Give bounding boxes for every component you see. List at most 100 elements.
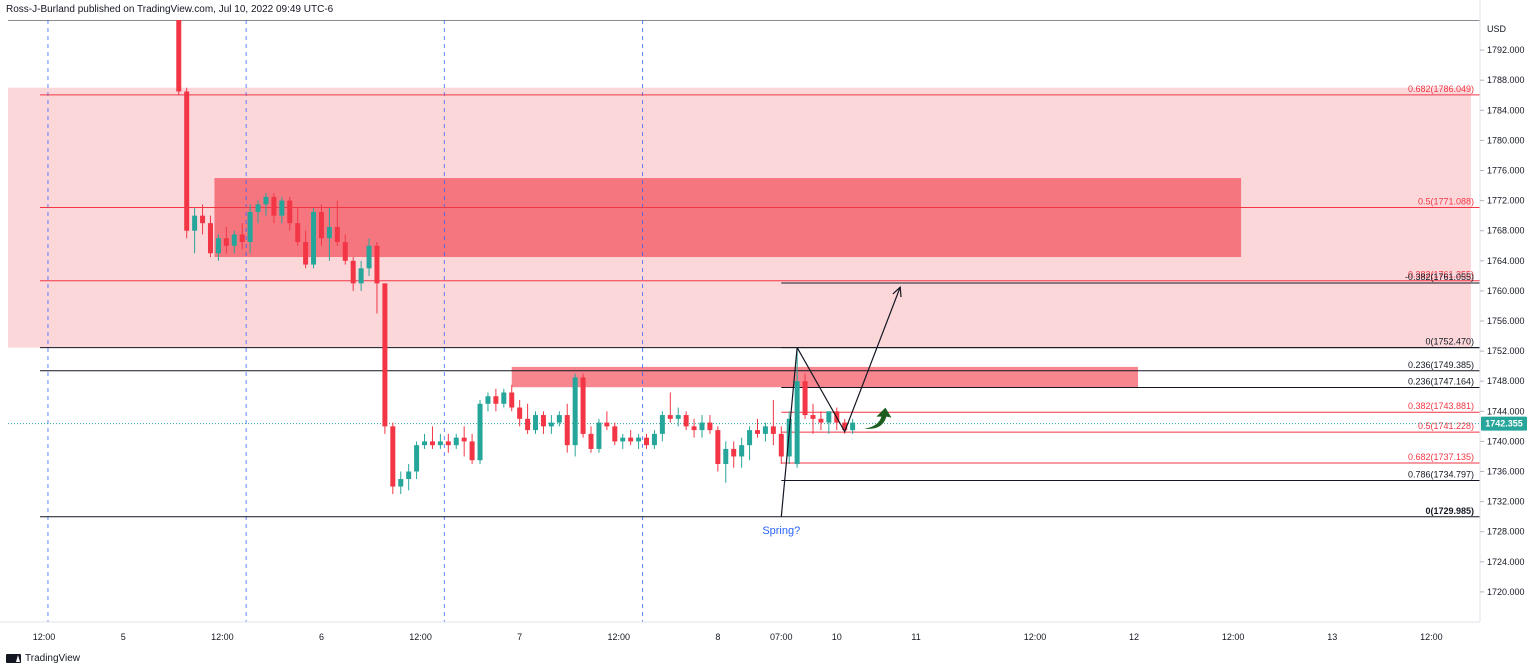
y-tick-label: 1756.000 — [1487, 316, 1525, 326]
x-tick-label: 12:00 — [1024, 632, 1047, 642]
candle — [437, 433, 443, 449]
lower-fib-level-label: 0.5(1741.228) — [1418, 421, 1474, 431]
candle-body — [723, 448, 729, 464]
candle-body — [287, 200, 293, 224]
x-tick-label: 13 — [1327, 632, 1337, 642]
x-tick-label: 12:00 — [211, 632, 234, 642]
candle-body — [358, 268, 364, 284]
candle — [707, 415, 713, 434]
y-tick-label: 1768.000 — [1487, 226, 1525, 236]
candle-body — [517, 407, 523, 419]
candle-body — [453, 437, 459, 446]
y-tick-label: 1724.000 — [1487, 557, 1525, 567]
candle — [184, 87, 190, 239]
candle — [247, 204, 253, 254]
candle — [620, 433, 626, 449]
candle — [414, 441, 420, 480]
candle — [342, 234, 348, 265]
candle — [207, 215, 213, 258]
candle-body — [699, 422, 705, 431]
x-tick-label: 07:00 — [770, 632, 793, 642]
lower-fib-level-label: 0(1729.985) — [1425, 506, 1474, 516]
candle — [715, 426, 721, 472]
y-tick-label: 1732.000 — [1487, 497, 1525, 507]
candle-body — [620, 437, 626, 442]
candle-body — [755, 430, 760, 434]
candle-body — [366, 245, 372, 269]
upper-fib-level-label: 0.5(1771.088) — [1418, 196, 1474, 206]
candle — [382, 283, 388, 434]
candle-body — [778, 433, 784, 457]
candle — [778, 426, 784, 464]
candle — [691, 418, 697, 438]
candle-body — [525, 418, 531, 431]
candle — [802, 373, 808, 419]
lower-fib-level-label: -0.382(1761.055) — [1405, 272, 1474, 282]
candle — [231, 230, 237, 254]
candle-body — [318, 211, 324, 239]
y-tick-label: 1720.000 — [1487, 587, 1525, 597]
candle — [588, 426, 594, 453]
candle — [279, 196, 285, 224]
x-tick-label: 12:00 — [409, 632, 432, 642]
candle-body — [342, 241, 348, 261]
candle — [192, 208, 198, 254]
y-tick-label: 1792.000 — [1487, 45, 1525, 55]
candle-body — [279, 200, 285, 216]
candle — [445, 433, 451, 453]
candle-body — [477, 403, 483, 461]
candle-body — [667, 415, 673, 419]
candle — [239, 223, 245, 250]
candle-body — [739, 445, 745, 457]
x-tick-label: 6 — [319, 632, 324, 642]
projection-path — [796, 286, 901, 434]
candle — [406, 463, 412, 491]
candle — [850, 418, 856, 434]
candle-body — [231, 234, 237, 246]
y-tick-label: 1776.000 — [1487, 166, 1525, 176]
x-tick-label: 12:00 — [607, 632, 630, 642]
candle-body — [207, 223, 213, 254]
fib-anchor-line — [780, 347, 798, 517]
candle — [533, 411, 539, 434]
candle-body — [604, 422, 610, 427]
candle — [604, 411, 610, 431]
upper-fib-level-label: 0(1752.470) — [1425, 337, 1474, 347]
candle-body — [311, 211, 317, 265]
x-tick-label: 5 — [121, 632, 126, 642]
candle-body — [707, 422, 713, 431]
candle — [628, 430, 634, 446]
candle — [493, 388, 499, 412]
tradingview-logo-icon — [6, 654, 21, 663]
candle-body — [644, 437, 650, 446]
candle — [374, 241, 380, 314]
candle — [334, 200, 340, 246]
lower-fib-level-label: 0.236(1747.164) — [1408, 376, 1474, 386]
candle-body — [659, 415, 665, 434]
candle — [755, 418, 760, 438]
y-tick-label: 1780.000 — [1487, 135, 1525, 145]
candle — [485, 392, 491, 412]
candle — [636, 433, 642, 449]
y-tick-label: 1740.000 — [1487, 436, 1525, 446]
candle-body — [509, 392, 515, 408]
y-tick-label: 1784.000 — [1487, 105, 1525, 115]
candle-body — [215, 238, 221, 254]
candle-body — [596, 422, 602, 449]
candle-body — [200, 215, 206, 224]
candle-body — [326, 226, 332, 239]
y-tick-label: 1736.000 — [1487, 467, 1525, 477]
candle — [215, 234, 221, 261]
candle-body — [445, 441, 451, 446]
candle — [794, 347, 800, 468]
candle — [223, 226, 229, 254]
candle-body — [390, 426, 396, 487]
candle-body — [548, 422, 554, 427]
y-tick-label: 1760.000 — [1487, 286, 1525, 296]
candle-body — [295, 223, 301, 242]
last-price-label: 1742.355 — [1485, 419, 1523, 429]
candle-body — [731, 448, 737, 457]
candle — [723, 441, 729, 483]
candle-body — [794, 381, 800, 464]
